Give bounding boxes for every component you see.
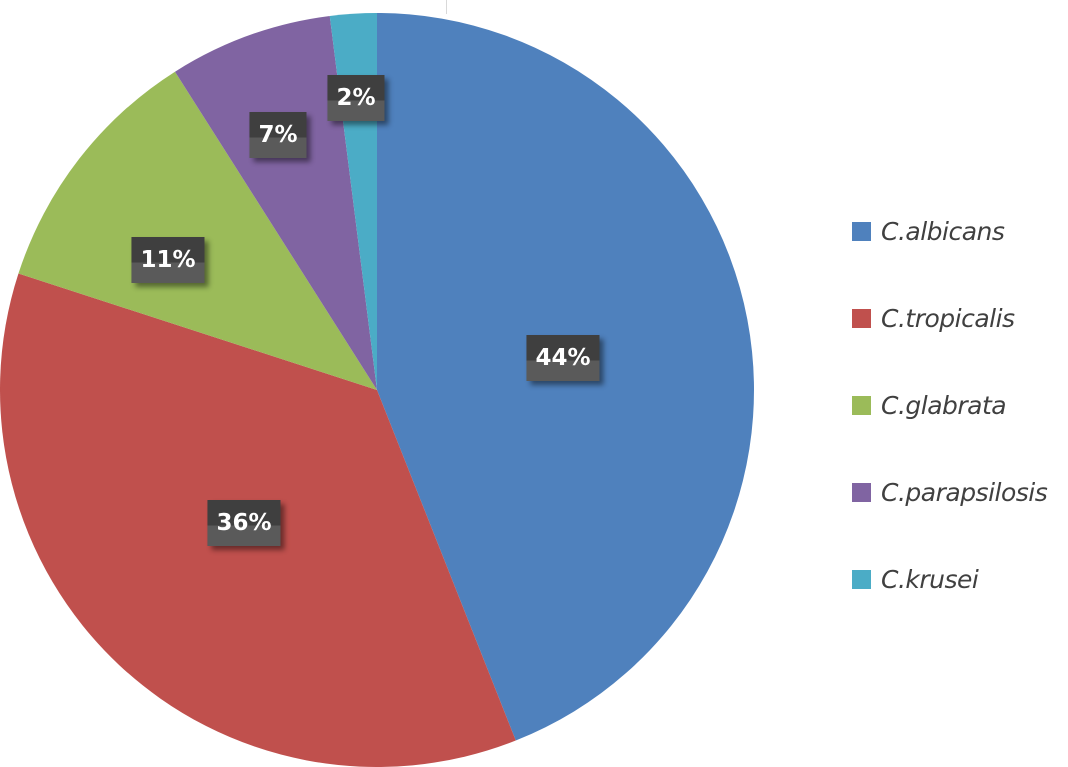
legend-label: C.albicans [881,217,1005,246]
legend-item-c-albicans[interactable]: C.albicans [852,188,1047,275]
data-label-c-parapsilosis: 7% [249,112,307,158]
legend-item-c-parapsilosis[interactable]: C.parapsilosis [852,449,1048,536]
legend-item-c-krusei[interactable]: C.krusei [852,536,1047,623]
pie-slice-c-parapsilosis [174,15,377,391]
legend-item-c-tropicalis[interactable]: C.tropicalis [852,275,1047,362]
legend-swatch-icon [852,309,871,328]
legend-swatch-icon [852,570,871,589]
legend-swatch-icon [852,396,871,415]
legend-label: C.parapsilosis [881,478,1048,507]
chart-border-line [446,0,447,14]
data-label-c-tropicalis: 36% [207,500,281,546]
data-label-c-glabrata: 11% [131,237,205,283]
legend-label: C.krusei [881,565,979,594]
legend-label: C.tropicalis [881,304,1015,333]
legend-swatch-icon [852,222,871,241]
data-label-c-albicans: 44% [526,335,600,381]
chart-legend: C.albicans C.tropicalis C.glabrata C.par… [852,188,1048,623]
legend-swatch-icon [852,483,871,502]
data-label-c-krusei: 2% [327,75,385,121]
legend-label: C.glabrata [881,391,1007,420]
pie-slice-c-glabrata [18,71,378,391]
legend-item-c-glabrata[interactable]: C.glabrata [852,362,1047,449]
